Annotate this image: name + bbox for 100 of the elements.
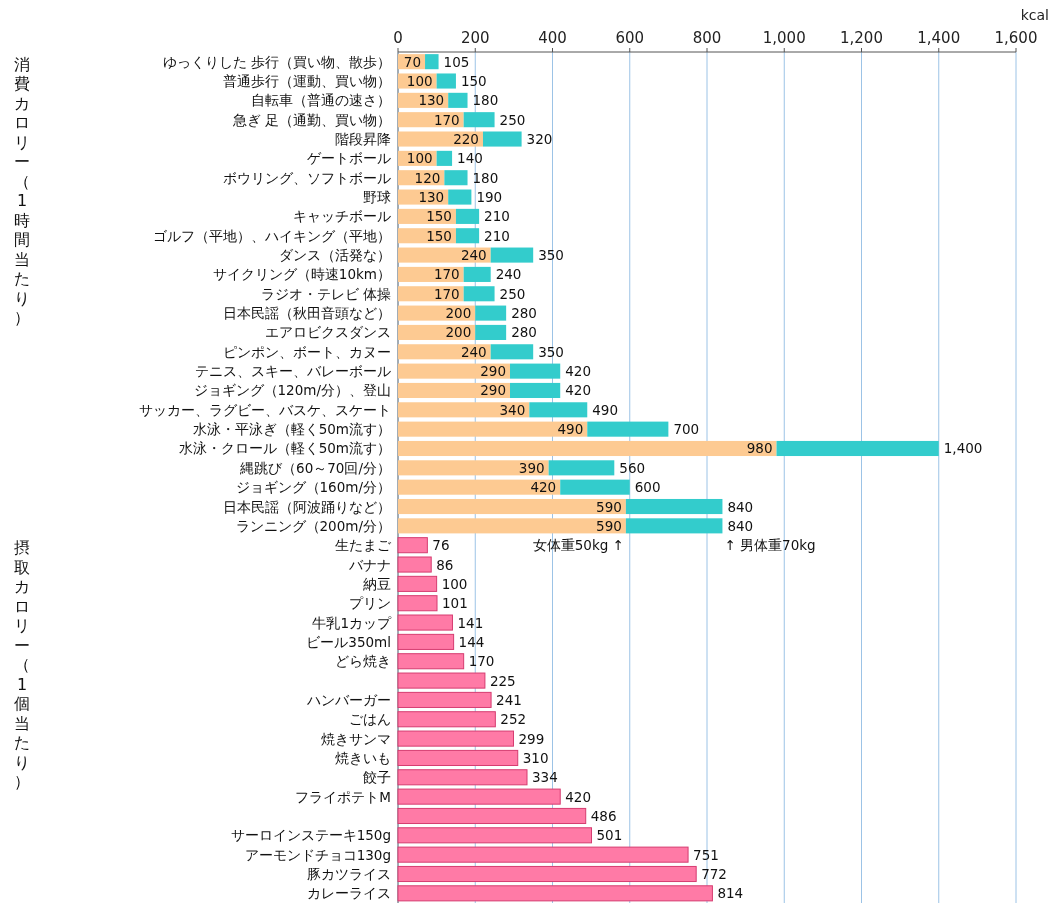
x-axis-title: kcal — [1020, 7, 1049, 23]
total-label: 840 — [727, 498, 754, 515]
bar — [510, 363, 561, 379]
text: 摂取カロリー（1個当たり） — [14, 538, 30, 792]
total-label: 320 — [526, 131, 553, 148]
data-label: 200 — [445, 305, 472, 322]
y-tick-label: 生たまご — [335, 537, 392, 554]
bar — [587, 421, 669, 437]
x-tick-label: 1,200 — [840, 29, 883, 47]
total-label: 240 — [460, 247, 487, 264]
y-tick-label: ゆっくりした 歩行（買い物、散歩） — [162, 53, 391, 70]
y-tick-label: エアロビクスダンス — [265, 324, 391, 341]
y-tick-label: カレーライス — [307, 885, 391, 902]
data-label: 772 — [701, 865, 727, 882]
bar — [510, 382, 561, 399]
bar — [548, 460, 615, 476]
data-label: 101 — [442, 595, 468, 612]
y-tick-label: 野球 — [363, 189, 391, 206]
y-tick-label: ジョギング（120m/分）、登山 — [193, 382, 391, 399]
y-tick-label: どら焼き — [335, 653, 391, 670]
x-tick-label: 1,600 — [994, 29, 1038, 47]
data-label: 100 — [441, 575, 468, 592]
bar — [625, 518, 723, 534]
total-label: 250 — [499, 285, 526, 302]
y-tick-label: ダンス（活発な） — [279, 247, 391, 264]
bar — [560, 479, 630, 495]
bar — [463, 286, 495, 302]
y-tick-label: ランニング（200m/分） — [235, 517, 391, 534]
annotation: 女体重50kg ↑ — [532, 537, 624, 554]
x-tick-label: 200 — [460, 29, 490, 47]
data-label: 420 — [530, 479, 557, 496]
total-label: 210 — [484, 208, 510, 225]
data-label: 76 — [432, 537, 450, 554]
data-label: 334 — [532, 769, 558, 786]
data-label: 120 — [414, 169, 441, 186]
bar — [398, 460, 549, 476]
bar — [463, 112, 495, 128]
bar — [455, 228, 480, 244]
total-label: 1,400 — [943, 440, 983, 457]
y-tick-label: ゲートボール — [307, 150, 391, 167]
bar — [397, 846, 689, 863]
y-tick-label: 普通歩行（運動、買い物） — [223, 73, 391, 90]
x-tick-label: 800 — [692, 29, 722, 47]
y-tick-label: 豚カツライス — [307, 865, 391, 882]
y-tick-label: 階段昇降 — [335, 131, 391, 148]
bar — [436, 150, 453, 166]
bar — [397, 672, 486, 689]
x-tick-label: 0 — [393, 29, 403, 47]
bar — [397, 865, 697, 883]
y-tick-label: プリン — [349, 595, 391, 612]
total-label: 180 — [472, 169, 499, 186]
bar — [475, 305, 507, 321]
bar — [463, 266, 491, 282]
x-tick-label: 400 — [538, 29, 567, 47]
bar — [455, 208, 480, 224]
bar — [397, 769, 528, 786]
bar — [398, 421, 588, 437]
total-label: 280 — [511, 324, 537, 341]
data-label: 501 — [596, 827, 623, 844]
total-label: 350 — [538, 343, 564, 360]
y-tick-label: ピンポン、ボート、カヌー — [223, 343, 391, 360]
y-tick-label: ごはん — [349, 711, 391, 728]
total-label: 180 — [472, 92, 499, 109]
bar — [398, 131, 483, 147]
bar — [425, 54, 439, 70]
bar — [397, 653, 465, 670]
y-tick-label: サイクリング（時速10km） — [212, 266, 391, 283]
y-tick-label: バナナ — [348, 556, 391, 573]
y-tick-label: サーロインステーキ150g — [230, 827, 391, 844]
data-label: 486 — [590, 807, 617, 824]
data-label: 150 — [426, 227, 452, 244]
data-label: 170 — [433, 285, 460, 302]
data-label: 200 — [445, 324, 472, 341]
bar — [448, 92, 468, 108]
y-tick-label: フライポテトM — [295, 788, 391, 805]
data-label: 170 — [433, 111, 460, 128]
bar — [397, 633, 455, 650]
total-label: 190 — [476, 189, 503, 206]
data-label: 220 — [453, 131, 479, 148]
text: 消費カロリー（1時間当たり） — [14, 54, 30, 328]
y-tick-label: 水泳・クロール（軽く50m流す） — [178, 440, 391, 457]
data-label: 130 — [418, 189, 445, 206]
data-label: 980 — [746, 440, 773, 457]
y-tick-label: 縄跳び（60～70回/分） — [239, 459, 391, 476]
bar — [490, 344, 534, 360]
data-label: 590 — [596, 498, 622, 515]
data-label: 241 — [496, 691, 522, 708]
data-label: 340 — [499, 401, 526, 418]
total-label: 150 — [460, 73, 487, 90]
data-label: 299 — [518, 730, 545, 747]
total-label: 840 — [727, 517, 754, 534]
bar — [397, 556, 432, 573]
total-label: 420 — [565, 382, 592, 399]
y-tick-label: ハンバーガー — [306, 691, 391, 708]
y-tick-label: ジョギング（160m/分） — [235, 479, 391, 496]
bar — [397, 885, 713, 902]
y-tick-label: 納豆 — [363, 575, 391, 592]
data-label: 130 — [418, 92, 445, 109]
data-label: 390 — [518, 459, 545, 476]
bar — [482, 131, 522, 147]
